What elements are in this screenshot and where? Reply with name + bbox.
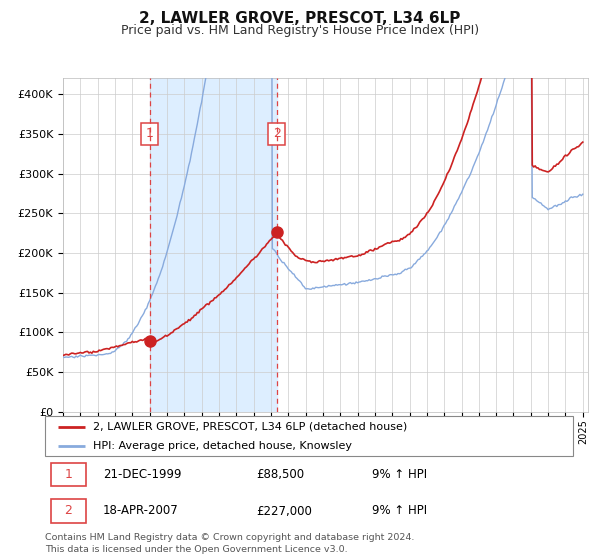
Text: 2, LAWLER GROVE, PRESCOT, L34 6LP (detached house): 2, LAWLER GROVE, PRESCOT, L34 6LP (detac… bbox=[92, 422, 407, 432]
Text: HPI: Average price, detached house, Knowsley: HPI: Average price, detached house, Know… bbox=[92, 441, 352, 450]
Bar bbox=[149, 78, 277, 412]
Text: 2: 2 bbox=[273, 128, 281, 141]
Text: £227,000: £227,000 bbox=[256, 505, 312, 517]
FancyBboxPatch shape bbox=[52, 500, 86, 522]
Text: 1: 1 bbox=[65, 468, 73, 481]
Text: 9% ↑ HPI: 9% ↑ HPI bbox=[373, 468, 427, 481]
FancyBboxPatch shape bbox=[52, 463, 86, 486]
Text: £88,500: £88,500 bbox=[256, 468, 304, 481]
Text: 21-DEC-1999: 21-DEC-1999 bbox=[103, 468, 182, 481]
FancyBboxPatch shape bbox=[45, 416, 573, 456]
Text: 18-APR-2007: 18-APR-2007 bbox=[103, 505, 179, 517]
Text: 9% ↑ HPI: 9% ↑ HPI bbox=[373, 505, 427, 517]
Text: 2: 2 bbox=[65, 505, 73, 517]
Text: 2, LAWLER GROVE, PRESCOT, L34 6LP: 2, LAWLER GROVE, PRESCOT, L34 6LP bbox=[139, 11, 461, 26]
Text: Contains HM Land Registry data © Crown copyright and database right 2024.
This d: Contains HM Land Registry data © Crown c… bbox=[45, 533, 415, 554]
Text: 1: 1 bbox=[146, 128, 154, 141]
Text: Price paid vs. HM Land Registry's House Price Index (HPI): Price paid vs. HM Land Registry's House … bbox=[121, 24, 479, 36]
